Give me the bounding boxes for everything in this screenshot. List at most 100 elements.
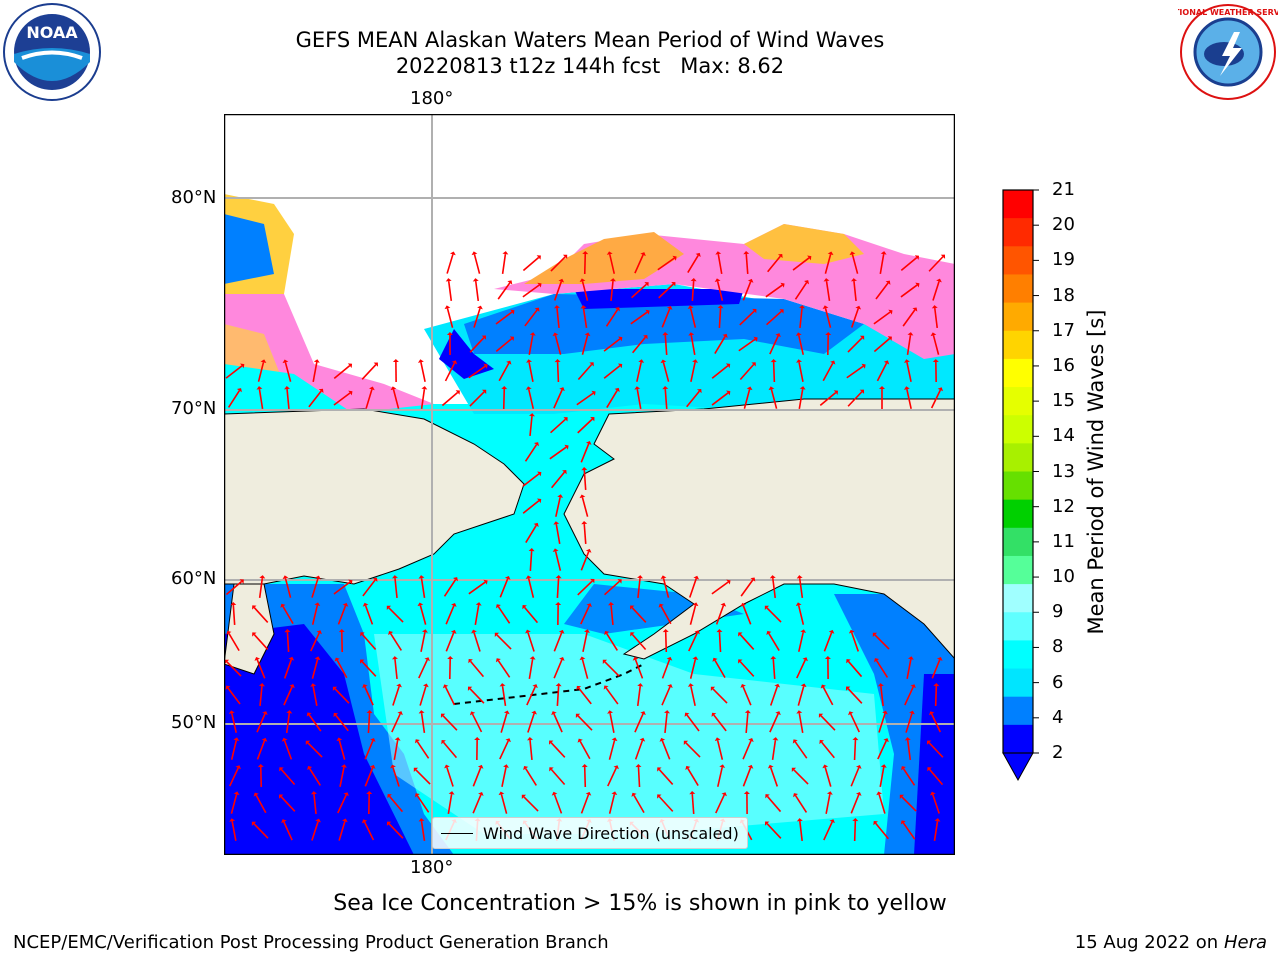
wave-direction-arrow (553, 713, 563, 733)
wave-direction-arrowhead (589, 362, 594, 367)
wave-direction-arrow (742, 686, 752, 706)
wave-direction-arrow (580, 794, 590, 814)
wave-direction-arrow (846, 365, 864, 379)
wave-direction-arrowhead (584, 332, 591, 337)
wave-direction-arrowhead (314, 602, 321, 606)
footer-date: 15 Aug 2022 on (1074, 932, 1219, 953)
wave-direction-arrowhead (930, 332, 937, 337)
wave-direction-arrow (333, 581, 351, 595)
wave-direction-arrow (853, 280, 857, 302)
wave-direction-arrow (819, 392, 837, 406)
wave-direction-arrowhead (450, 629, 457, 634)
wave-direction-arrow (556, 577, 560, 599)
wave-direction-arrowhead (822, 764, 829, 769)
wave-direction-arrow (879, 254, 885, 274)
wave-direction-arrow (875, 822, 889, 840)
wave-direction-arrowhead (685, 765, 691, 770)
wave-direction-arrow (713, 714, 727, 732)
wave-direction-arrowhead (750, 577, 756, 582)
wave-direction-arrowhead (448, 791, 455, 795)
wave-direction-arrow (634, 740, 644, 760)
wave-direction-arrow (501, 685, 507, 707)
wave-direction-arrowhead (388, 631, 394, 636)
wave-direction-arrowhead (614, 307, 620, 312)
wave-direction-arrow (253, 823, 269, 839)
wave-direction-arrow (284, 362, 292, 382)
wave-direction-arrowhead (440, 713, 446, 718)
wave-direction-arrowhead (278, 794, 284, 799)
wave-direction-arrow (525, 768, 537, 786)
wave-direction-arrow (875, 660, 889, 678)
colorbar-tick-label: 17 (1052, 319, 1075, 341)
wave-direction-arrowhead (885, 280, 891, 285)
colorbar-tick-label: 19 (1052, 249, 1075, 271)
wave-direction-arrow (632, 336, 646, 354)
wave-direction-arrow (388, 823, 404, 839)
wave-direction-arrow (739, 310, 755, 326)
wave-direction-arrow (556, 307, 560, 329)
wave-direction-arrow (389, 633, 403, 651)
lat-label-70: 70°N (171, 398, 217, 419)
wave-direction-arrow (716, 281, 724, 301)
wave-direction-arrow (255, 794, 267, 814)
wave-direction-arrowhead (579, 494, 586, 499)
wave-direction-arrowhead (361, 819, 368, 824)
wave-direction-arrow (576, 392, 594, 406)
wave-direction-arrow (284, 578, 292, 598)
colorbar-segment (1003, 584, 1033, 613)
wave-direction-arrowhead (877, 683, 884, 687)
wave-direction-arrowhead (644, 282, 649, 287)
wave-direction-arrowhead (510, 309, 515, 315)
wave-direction-arrowhead (341, 764, 347, 768)
wave-direction-arrowhead (662, 386, 669, 390)
colorbar-tick-label: 13 (1052, 460, 1075, 482)
wave-direction-arrowhead (347, 363, 353, 368)
wave-direction-arrow (364, 767, 374, 787)
wave-direction-arrowhead (793, 793, 799, 798)
colorbar-tick-label: 9 (1052, 601, 1064, 623)
wave-direction-arrowhead (260, 359, 267, 364)
wave-direction-arrowhead (903, 359, 910, 363)
wave-direction-arrow (523, 606, 539, 624)
wave-direction-arrow (932, 281, 940, 301)
wave-direction-arrowhead (743, 791, 750, 795)
wave-direction-arrowhead (495, 604, 501, 609)
wave-direction-arrow (847, 337, 863, 353)
wave-direction-arrow (928, 256, 944, 272)
wave-direction-arrow (416, 741, 430, 759)
wave-direction-arrowhead (882, 710, 888, 715)
colorbar-segment (1003, 696, 1033, 726)
wave-direction-arrow (311, 659, 319, 679)
wave-direction-arrowhead (933, 683, 940, 687)
wave-direction-arrow (686, 714, 700, 732)
wave-direction-arrow (333, 392, 351, 406)
wave-direction-arrow (446, 767, 454, 787)
wave-direction-arrow (690, 362, 696, 382)
wave-direction-arrow (934, 685, 938, 707)
wave-direction-arrow (688, 578, 698, 598)
wave-direction-arrow (418, 659, 428, 679)
wave-direction-arrow (822, 686, 834, 706)
wave-direction-arrowhead (693, 575, 700, 580)
colorbar (1002, 189, 1039, 782)
wave-direction-arrowhead (830, 360, 836, 365)
wave-direction-arrowhead (855, 305, 862, 310)
wave-direction-arrowhead (940, 254, 946, 259)
wave-direction-arrow (392, 767, 400, 787)
wave-direction-arrowhead (849, 251, 856, 256)
wave-direction-arrow (527, 578, 535, 598)
wave-direction-arrowhead (333, 712, 339, 718)
wave-direction-arrow (853, 820, 857, 842)
wave-direction-arrow (577, 363, 593, 381)
wave-direction-arrowhead (629, 605, 635, 610)
wave-direction-arrowhead (689, 791, 696, 795)
wave-direction-arrowhead (845, 686, 851, 691)
wave-direction-arrowhead (341, 818, 348, 823)
wave-direction-arrowhead (738, 659, 743, 664)
wave-direction-arrow (522, 284, 540, 298)
wave-direction-arrowhead (373, 362, 379, 367)
wave-direction-arrowhead (369, 386, 375, 391)
wave-direction-arrow (226, 661, 242, 677)
wave-direction-arrow (553, 281, 563, 301)
wave-direction-arrowhead (900, 820, 906, 825)
